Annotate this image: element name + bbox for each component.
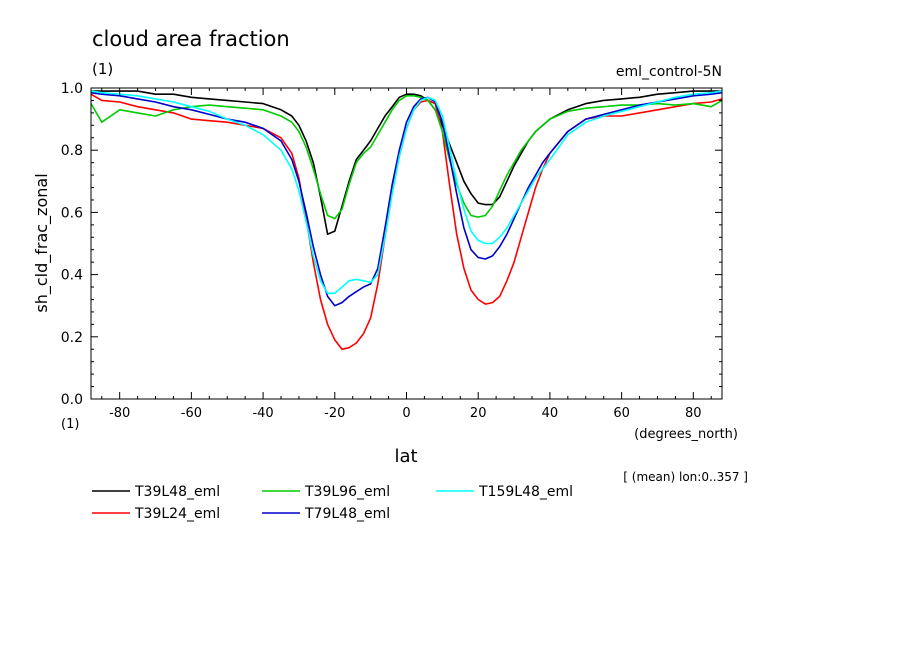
- legend-label: T79L48_eml: [304, 506, 390, 522]
- series-line-T39L48_eml: [91, 90, 722, 235]
- plot-lines: [90, 90, 723, 351]
- chart-title: cloud area fraction: [92, 27, 290, 51]
- series-line-T39L96_eml: [90, 95, 723, 220]
- series-line-T79L48_eml: [90, 91, 723, 307]
- averaging-note: [ (mean) lon:0..357 ]: [623, 470, 748, 484]
- y-tick-label: 0.6: [61, 205, 83, 221]
- x-tick-label: -20: [324, 406, 345, 421]
- y-tick-label: 0.0: [61, 392, 83, 408]
- x-tick-label: 0: [402, 406, 410, 421]
- y-tick-label: 0.2: [61, 330, 83, 346]
- x-tick-label: 20: [470, 406, 487, 421]
- y-tick-label: 0.4: [61, 268, 83, 284]
- legend: T39L48_eml T39L24_eml T39L96_eml T79L48_eml…: [92, 484, 573, 522]
- series-line-T159L48_eml: [90, 90, 723, 295]
- x-tick-label: -60: [181, 406, 202, 421]
- legend-label: T39L24_eml: [134, 506, 220, 522]
- x-tick-label: 60: [613, 406, 630, 421]
- y-axis-units: (1): [61, 417, 79, 432]
- legend-label: T39L96_eml: [304, 484, 390, 500]
- x-tick-label: -80: [109, 406, 130, 421]
- plot-frame: [90, 87, 723, 400]
- x-tick-label: 40: [542, 406, 559, 421]
- x-axis-units: (degrees_north): [634, 427, 738, 442]
- y-tick-label: 1.0: [61, 81, 83, 97]
- axes: -80 -60 -40 -20 0 20 40 60 80 0.0 0.2 0.4 0.6 0.8 1.0: [61, 81, 722, 421]
- title-units: (1): [92, 60, 113, 78]
- x-tick-label: 80: [685, 406, 702, 421]
- experiment-label: eml_control-5N: [616, 64, 722, 80]
- series-line-T39L24_eml: [90, 93, 723, 351]
- legend-label: T39L48_eml: [134, 484, 220, 500]
- x-tick-label: -40: [252, 406, 273, 421]
- y-tick-label: 0.8: [61, 143, 83, 159]
- y-axis-label: sh_cld_frac_zonal: [32, 173, 52, 312]
- legend-label: T159L48_eml: [478, 484, 573, 500]
- x-axis-label: lat: [394, 446, 417, 467]
